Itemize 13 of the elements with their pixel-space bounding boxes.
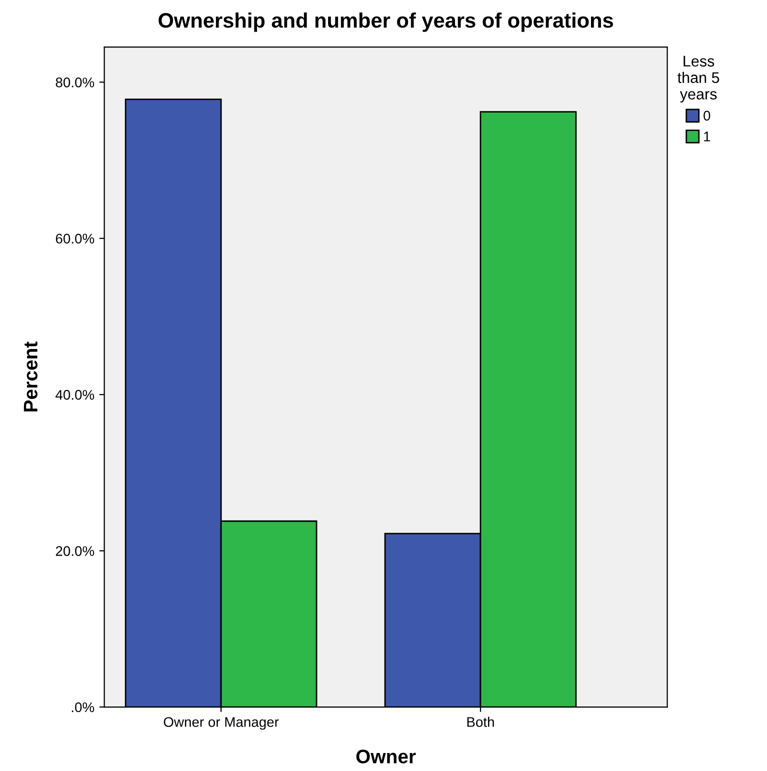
y-tick-label: .0% [72, 702, 94, 712]
x-tick-label: Both [467, 716, 494, 727]
y-tick-label: 80.0% [56, 78, 94, 88]
y-tick-label: 20.0% [56, 546, 94, 556]
x-axis-title: Owner [356, 750, 416, 764]
y-tick-label: 60.0% [56, 234, 94, 244]
legend-label: 1 [704, 132, 710, 142]
chart-title: Ownership and number of years of operations [158, 12, 614, 32]
legend-title: Less than 5 years [678, 56, 720, 103]
y-tick-label: 40.0% [56, 390, 94, 400]
y-axis-title: Percent [24, 342, 38, 412]
legend-label: 0 [704, 110, 710, 121]
x-tick-label: Owner or Manager [164, 717, 279, 730]
